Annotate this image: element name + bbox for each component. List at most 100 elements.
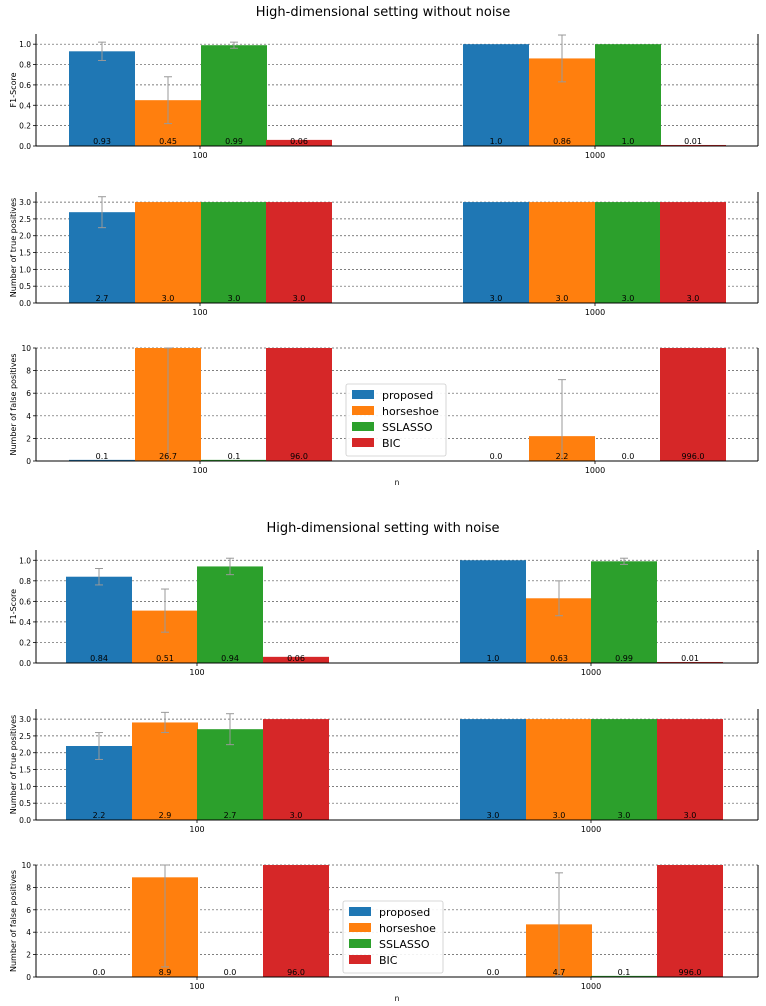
panel-1-0: 0.0 0.2 0.4 0.6 0.8 1.0 F1-Score 0.84 1.0 0.51 0.6… <box>9 550 759 677</box>
bar-horseshoe-100 <box>135 202 201 303</box>
data-label: 996.0 <box>679 968 702 977</box>
bar-proposed-1000 <box>463 44 529 146</box>
legend-label: proposed <box>379 906 430 919</box>
x-tick-label: 100 <box>192 151 207 160</box>
y-tick-label: 1.0 <box>19 40 31 49</box>
y-tick-label: 0.5 <box>19 799 31 808</box>
legend: proposed horseshoe SSLASSO BIC <box>345 383 447 457</box>
y-tick-label: 0.8 <box>19 61 31 70</box>
legend-swatch-proposed <box>352 390 374 399</box>
legend-swatch-sslasso <box>349 939 371 948</box>
x-tick-label: 100 <box>189 982 204 991</box>
data-label: 0.0 <box>622 452 635 461</box>
data-label: 0.06 <box>290 137 308 146</box>
x-tick-label: 100 <box>189 825 204 834</box>
data-label: 1.0 <box>490 137 503 146</box>
y-tick-label: 2.5 <box>19 215 31 224</box>
y-tick-label: 1.0 <box>19 782 31 791</box>
bar-proposed-100 <box>66 576 132 663</box>
legend-swatch-proposed <box>349 907 371 916</box>
y-tick-label: 0.0 <box>19 816 31 825</box>
x-tick-label: 1000 <box>585 466 605 475</box>
data-label: 0.01 <box>681 654 699 663</box>
data-label: 0.0 <box>224 968 237 977</box>
bar-horseshoe-100 <box>132 722 198 820</box>
bar-bic-1000 <box>657 719 723 820</box>
y-tick-label: 0.6 <box>19 597 31 606</box>
y-axis-label: Number of true positives <box>9 715 18 814</box>
bar-bic-100 <box>263 719 329 820</box>
y-tick-label: 0.2 <box>19 122 31 131</box>
bar-bic-100 <box>263 656 329 663</box>
y-tick-label: 6 <box>26 389 31 398</box>
y-tick-label: 0.0 <box>19 299 31 308</box>
data-label: 2.7 <box>96 294 109 303</box>
bar-sslasso-100 <box>197 566 263 663</box>
y-tick-label: 3.0 <box>19 715 31 724</box>
y-tick-label: 0 <box>26 457 31 466</box>
data-label: 2.2 <box>556 452 569 461</box>
data-label: 3.0 <box>687 294 700 303</box>
data-label: 0.1 <box>228 452 241 461</box>
bar-sslasso-1000 <box>591 561 657 663</box>
data-label: 3.0 <box>490 294 503 303</box>
data-label: 0.1 <box>96 452 109 461</box>
data-label: 3.0 <box>622 294 635 303</box>
data-label: 0.01 <box>684 137 702 146</box>
bar-proposed-100 <box>69 51 135 146</box>
data-label: 0.86 <box>553 137 571 146</box>
y-tick-label: 0.6 <box>19 81 31 90</box>
bar-bic-1000 <box>660 144 726 146</box>
y-axis-label: Number of false positives <box>9 353 18 455</box>
data-label: 2.2 <box>93 811 106 820</box>
data-label: 1.0 <box>487 654 500 663</box>
data-label: 4.7 <box>553 968 566 977</box>
x-axis-label: n <box>395 994 400 1003</box>
chart-title: High-dimensional setting without noise <box>256 5 510 20</box>
legend-label: proposed <box>382 389 433 402</box>
bar-sslasso-1000 <box>591 719 657 820</box>
y-tick-label: 0.4 <box>19 618 31 627</box>
y-axis-label: Number of false positives <box>9 870 18 972</box>
bar-proposed-100 <box>69 459 135 461</box>
y-tick-label: 4 <box>26 412 31 421</box>
bar-proposed-1000 <box>460 719 526 820</box>
bar-sslasso-1000 <box>595 44 661 146</box>
panel-0-0: 0.0 0.2 0.4 0.6 0.8 1.0 F1-Score 0.93 1.0 0.45 0.8… <box>9 34 759 160</box>
y-tick-label: 1.5 <box>19 766 31 775</box>
y-tick-label: 10 <box>21 861 31 870</box>
legend-label: SSLASSO <box>379 938 430 951</box>
data-label: 0.99 <box>225 137 243 146</box>
data-label: 0.84 <box>90 654 108 663</box>
data-label: 2.9 <box>159 811 172 820</box>
data-label: 1.0 <box>622 137 635 146</box>
data-label: 3.0 <box>553 811 566 820</box>
y-tick-label: 0.0 <box>19 659 31 668</box>
x-tick-label: 1000 <box>585 308 605 317</box>
data-label: 0.63 <box>550 654 568 663</box>
x-tick-label: 100 <box>192 308 207 317</box>
legend-swatch-horseshoe <box>349 923 371 932</box>
legend-label: horseshoe <box>379 922 436 935</box>
legend: proposed horseshoe SSLASSO BIC <box>342 900 444 974</box>
data-label: 0.0 <box>490 452 503 461</box>
bar-bic-100 <box>266 202 332 303</box>
y-tick-label: 8 <box>26 883 31 892</box>
data-label: 0.99 <box>615 654 633 663</box>
bar-sslasso-100 <box>201 202 267 303</box>
data-label: 0.1 <box>618 968 631 977</box>
y-tick-label: 2.0 <box>19 749 31 758</box>
data-label: 8.9 <box>159 968 172 977</box>
x-tick-label: 1000 <box>581 825 601 834</box>
y-tick-label: 8 <box>26 367 31 376</box>
y-tick-label: 1.0 <box>19 265 31 274</box>
y-tick-label: 0.4 <box>19 101 31 110</box>
y-tick-label: 3.0 <box>19 198 31 207</box>
bar-bic-1000 <box>657 865 723 977</box>
bar-bic-100 <box>266 139 332 146</box>
bar-bic-1000 <box>657 661 723 663</box>
